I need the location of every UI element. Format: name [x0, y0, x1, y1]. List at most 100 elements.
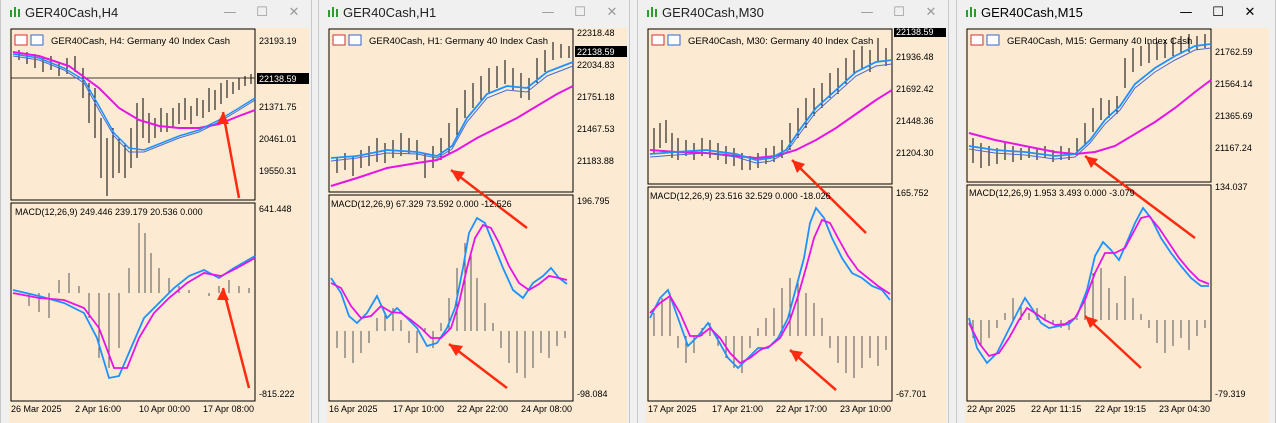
macd-tick-top: 165.752	[896, 188, 929, 198]
chart-app-icon	[10, 7, 20, 17]
close-icon[interactable]: ✕	[288, 5, 300, 20]
chart-area[interactable]: GER40Cash, H1: Germany 40 Index Cash 223…	[327, 28, 627, 423]
signal-line	[968, 214, 1210, 358]
minimize-icon[interactable]: —	[860, 5, 874, 20]
chart-window-h1[interactable]: GER40Cash,H1 — ☐ ✕ GER40Cash, H1: German…	[318, 0, 630, 423]
price-pane	[328, 28, 574, 193]
time-tick: 17 Apr 08:00	[203, 404, 254, 414]
minimize-icon[interactable]: —	[541, 5, 555, 20]
time-tick: 17 Apr 2025	[648, 404, 697, 414]
time-tick: 26 Mar 2025	[11, 404, 62, 414]
price-tick: 21936.48	[896, 52, 934, 62]
macd-pane	[328, 194, 574, 402]
maximize-icon[interactable]: ☐	[1212, 5, 1224, 20]
macd-histogram	[336, 243, 566, 378]
signal-line	[330, 223, 568, 339]
title-bar[interactable]: GER40Cash,M15 — ☐ ✕	[957, 0, 1275, 26]
price-tick: 21371.75	[259, 102, 297, 112]
ma-slow-line	[330, 85, 574, 187]
price-tick: 23193.19	[259, 36, 297, 46]
price-tick: 21751.18	[577, 92, 615, 102]
maximize-icon[interactable]: ☐	[256, 5, 268, 20]
time-tick: 16 Apr 2025	[329, 404, 378, 414]
chart-area[interactable]: GER40Cash, H4: Germany 40 Index Cash 231…	[9, 28, 309, 423]
chart-area[interactable]: GER40Cash, M15: Germany 40 Index Cash 21…	[965, 28, 1269, 423]
minimize-icon[interactable]: —	[223, 5, 237, 20]
chart-area[interactable]: GER40Cash, M30: Germany 40 Index Cash 22…	[646, 28, 946, 423]
macd-pane	[10, 202, 256, 402]
close-icon[interactable]: ✕	[606, 5, 618, 20]
price-tick: 20461.01	[259, 134, 297, 144]
macd-line	[968, 206, 1209, 365]
macd-label: MACD(12,26,9) 249.446 239.179 20.536 0.0…	[15, 207, 203, 217]
arrow-price	[791, 159, 867, 234]
macd-histogram	[972, 268, 1206, 353]
price-tick: 19550.31	[259, 166, 297, 176]
chart-toolbar-icon[interactable]	[970, 34, 1000, 46]
maximize-icon[interactable]: ☐	[893, 5, 905, 20]
time-tick: 17 Apr 21:00	[712, 404, 763, 414]
title-bar[interactable]: GER40Cash,H4 — ☐ ✕	[1, 0, 311, 26]
arrow-price	[221, 111, 241, 199]
ma-fast-line	[12, 53, 256, 151]
window-title: GER40Cash,M30	[662, 5, 764, 20]
price-tick: 21692.42	[896, 84, 934, 94]
price-pane	[966, 28, 1212, 183]
chart-app-icon	[966, 7, 976, 17]
signal-line	[12, 257, 256, 369]
current-price-label: 22138.59	[259, 74, 297, 84]
time-tick: 22 Apr 2025	[967, 404, 1016, 414]
title-bar[interactable]: GER40Cash,H1 — ☐ ✕	[319, 0, 629, 26]
macd-label: MACD(12,26,9) 67.329 73.592 0.000 -12.52…	[331, 199, 512, 209]
chart-window-h4[interactable]: GER40Cash,H4 — ☐ ✕ GER40Cash, H4: German…	[0, 0, 312, 423]
signal-line	[649, 218, 891, 365]
window-title: GER40Cash,H4	[25, 5, 119, 20]
title-bar[interactable]: GER40Cash,M30 — ☐ ✕	[638, 0, 948, 26]
ma-fast-line	[330, 61, 574, 159]
chart-toolbar-icon[interactable]	[651, 34, 681, 46]
macd-label: MACD(12,26,9) 23.516 32.529 0.000 -18.02…	[650, 191, 831, 201]
price-tick: 21467.53	[577, 124, 615, 134]
time-tick: 22 Apr 17:00	[776, 404, 827, 414]
current-price-label: 22138.59	[896, 28, 934, 37]
minimize-icon[interactable]: —	[1179, 5, 1193, 20]
close-icon[interactable]: ✕	[925, 5, 937, 20]
time-tick: 24 Apr 08:00	[521, 404, 572, 414]
current-price-label: 22138.59	[577, 47, 615, 57]
chart-toolbar-icon[interactable]	[14, 34, 44, 46]
price-tick: 21762.59	[1215, 47, 1253, 57]
macd-tick-bottom: -98.084	[577, 389, 608, 399]
price-tick: 22318.48	[577, 28, 615, 38]
price-pane	[647, 28, 893, 185]
price-tick: 21183.88	[577, 156, 614, 166]
window-title: GER40Cash,H1	[343, 5, 437, 20]
price-bars	[336, 42, 570, 178]
chart-window-m15[interactable]: GER40Cash,M15 — ☐ ✕ GER40Cash, M15: Germ…	[956, 0, 1276, 423]
price-tick: 22034.83	[577, 60, 615, 70]
macd-tick-top: 196.795	[577, 196, 610, 206]
ma-fast-line	[968, 43, 1212, 157]
macd-label: MACD(12,26,9) 1.953 3.493 0.000 -3.079	[969, 188, 1135, 198]
macd-pane	[966, 184, 1212, 402]
chart-toolbar-icon[interactable]	[332, 34, 362, 46]
chart-title: GER40Cash, M30: Germany 40 Index Cash	[688, 36, 873, 47]
close-icon[interactable]: ✕	[1244, 5, 1256, 20]
arrow-macd	[1084, 315, 1142, 369]
time-tick: 22 Apr 19:15	[1095, 404, 1146, 414]
chart-app-icon	[328, 7, 338, 17]
price-tick: 21365.69	[1215, 111, 1253, 121]
time-tick: 23 Apr 04:30	[1159, 404, 1210, 414]
chart-window-m30[interactable]: GER40Cash,M30 — ☐ ✕ GER40Cash, M30: Germ…	[637, 0, 949, 423]
macd-line	[330, 216, 568, 348]
arrow-macd	[221, 287, 251, 389]
maximize-icon[interactable]: ☐	[574, 5, 586, 20]
macd-tick-bottom: -79.319	[1215, 389, 1246, 399]
price-tick: 21167.24	[1215, 143, 1252, 153]
macd-tick-bottom: -815.222	[259, 389, 295, 399]
macd-tick-bottom: -67.701	[896, 389, 927, 399]
macd-tick-top: 134.037	[1215, 182, 1248, 192]
arrow-price	[1084, 154, 1196, 240]
ma-slow-line	[968, 79, 1212, 156]
chart-title: GER40Cash, H1: Germany 40 Index Cash	[369, 36, 548, 47]
price-tick: 21564.14	[1215, 79, 1253, 89]
